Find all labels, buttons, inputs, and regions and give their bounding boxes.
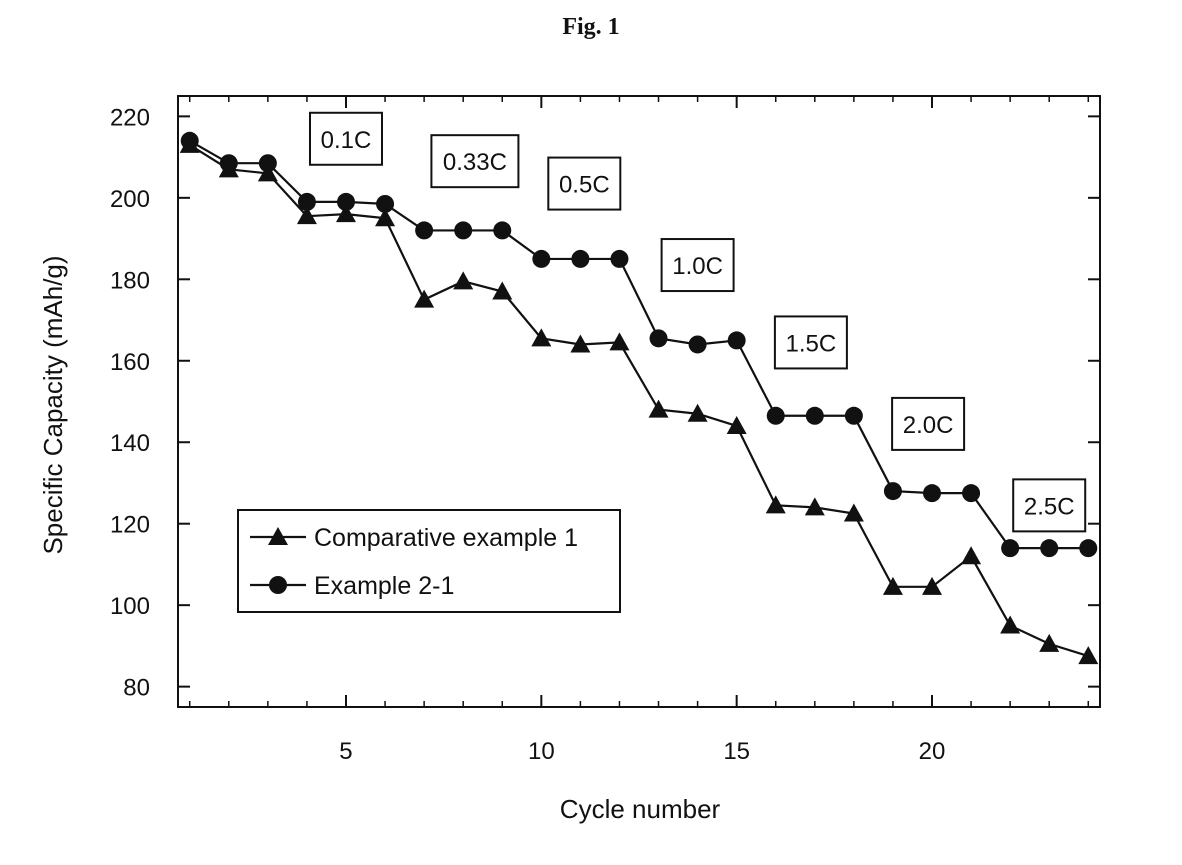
data-point-comparative-example-1	[726, 415, 747, 434]
data-point-comparative-example-1	[804, 497, 825, 516]
data-point-comparative-example-1	[1078, 646, 1099, 665]
data-point-example-2-1	[336, 192, 355, 211]
plot-frame-group	[177, 95, 1101, 708]
data-point-comparative-example-1	[570, 334, 591, 353]
data-point-comparative-example-1	[1039, 633, 1060, 652]
c-rate-box	[430, 134, 520, 189]
y-tick-label: 120	[110, 512, 150, 539]
data-point-example-2-1	[415, 221, 434, 240]
data-point-comparative-example-1	[609, 332, 630, 351]
data-point-example-2-1	[844, 406, 863, 425]
y-tick-label: 80	[123, 675, 150, 702]
c-rate-label: 0.1C	[321, 127, 372, 154]
data-point-comparative-example-1	[1000, 615, 1021, 634]
data-point-example-2-1	[1001, 539, 1020, 558]
c-rate-box	[660, 238, 735, 293]
data-point-comparative-example-1	[687, 403, 708, 422]
data-point-example-2-1	[883, 482, 902, 501]
data-point-comparative-example-1	[453, 271, 474, 290]
data-point-example-2-1	[180, 131, 199, 150]
data-point-comparative-example-1	[648, 399, 669, 418]
y-tick-label: 220	[110, 104, 150, 131]
legend-label: Comparative example 1	[314, 524, 578, 552]
data-point-comparative-example-1	[375, 208, 396, 227]
data-point-example-2-1	[297, 192, 316, 211]
data-point-comparative-example-1	[765, 495, 786, 514]
c-rate-box	[773, 315, 848, 370]
data-point-comparative-example-1	[961, 546, 982, 565]
data-point-example-2-1	[962, 484, 981, 503]
legend-marker	[269, 576, 287, 594]
series-line-comparative-example-1	[189, 143, 1089, 658]
x-tick-label: 15	[723, 738, 750, 765]
x-tick-label: 20	[919, 738, 946, 765]
legend: Comparative example 1 Example 2-1	[237, 509, 621, 613]
y-tick-label: 160	[110, 349, 150, 376]
y-axis-label: Specific Capacity (mAh/g)	[38, 255, 68, 554]
series-line-example-2-1	[189, 139, 1089, 550]
c-rate-label: 0.33C	[443, 149, 507, 176]
data-point-comparative-example-1	[296, 206, 317, 225]
data-point-comparative-example-1	[414, 289, 435, 308]
axis-ticks-group: 5 10 15 20 80 100 120 140 160 180 200 220	[110, 96, 1100, 765]
legend-marker	[268, 527, 288, 545]
x-tick-label: 5	[339, 738, 352, 765]
data-point-example-2-1	[727, 331, 746, 350]
data-point-example-2-1	[493, 221, 512, 240]
c-rate-label: 0.5C	[559, 172, 610, 199]
figure-title: Fig. 1	[562, 14, 620, 40]
data-point-example-2-1	[610, 249, 629, 268]
data-point-comparative-example-1	[531, 328, 552, 347]
data-point-example-2-1	[688, 335, 707, 354]
data-point-comparative-example-1	[882, 576, 903, 595]
x-tick-label: 10	[528, 738, 555, 765]
data-point-comparative-example-1	[257, 163, 278, 182]
c-rate-box	[1012, 478, 1087, 533]
data-point-comparative-example-1	[843, 503, 864, 522]
data-point-example-2-1	[571, 249, 590, 268]
y-tick-label: 140	[110, 430, 150, 457]
c-rate-box	[547, 156, 622, 211]
c-rate-box	[891, 396, 966, 451]
data-point-comparative-example-1	[335, 204, 356, 223]
data-point-example-2-1	[923, 484, 942, 503]
data-point-example-2-1	[454, 221, 473, 240]
data-point-example-2-1	[258, 154, 277, 173]
data-point-comparative-example-1	[492, 281, 513, 300]
data-point-example-2-1	[1040, 539, 1059, 558]
plot-frame	[177, 95, 1101, 708]
c-rate-label: 2.5C	[1024, 493, 1075, 520]
y-tick-label: 180	[110, 267, 150, 294]
data-point-example-2-1	[376, 194, 395, 213]
data-point-example-2-1	[805, 406, 824, 425]
legend-label: Example 2-1	[314, 572, 454, 600]
y-tick-label: 200	[110, 186, 150, 213]
data-point-example-2-1	[219, 154, 238, 173]
x-axis-label: Cycle number	[560, 794, 721, 824]
data-point-comparative-example-1	[922, 576, 943, 595]
annotations-group: 0.1C 0.33C 0.5C 1.0C 1.5C 2.0C 2.5C	[308, 111, 1087, 533]
c-rate-label: 1.0C	[672, 253, 723, 280]
data-point-example-2-1	[532, 249, 551, 268]
c-rate-label: 2.0C	[903, 412, 954, 439]
c-rate-box	[308, 111, 383, 166]
data-point-example-2-1	[766, 406, 785, 425]
data-point-example-2-1	[649, 329, 668, 348]
series-group	[179, 131, 1099, 665]
legend-box	[237, 509, 621, 613]
data-point-example-2-1	[1079, 539, 1098, 558]
y-tick-label: 100	[110, 593, 150, 620]
c-rate-label: 1.5C	[786, 330, 837, 357]
